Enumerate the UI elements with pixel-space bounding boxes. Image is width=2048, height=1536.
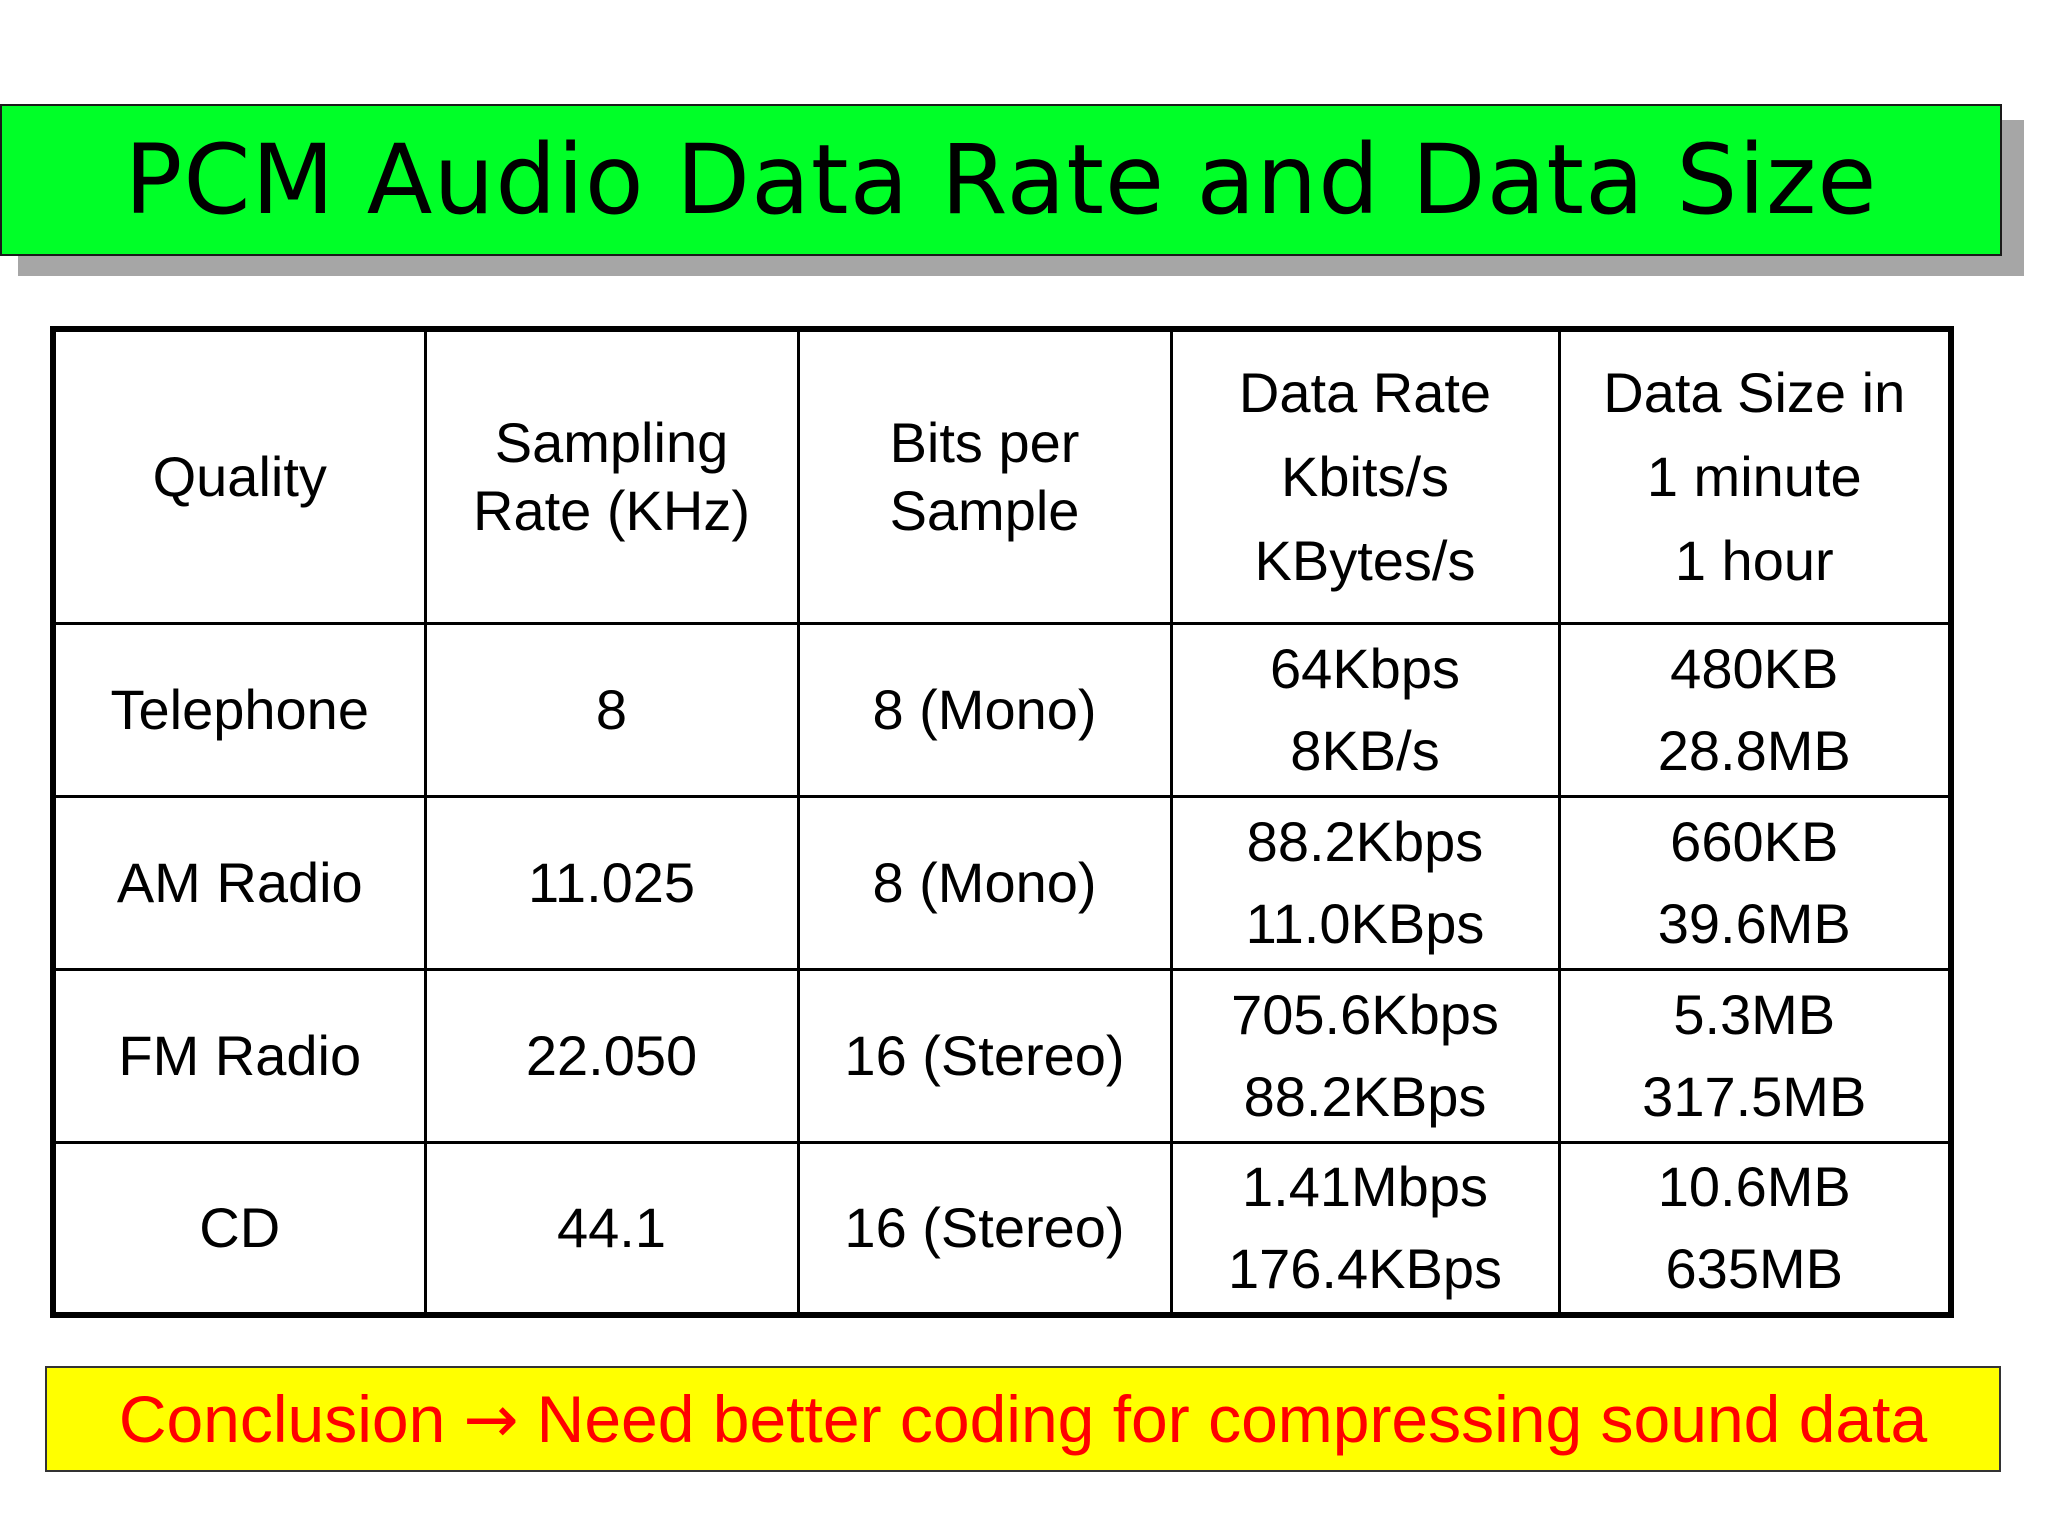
header-sampling-rate: Sampling Rate (KHz): [423, 327, 800, 625]
header-data-rate: Data Rate Kbits/s KBytes/s: [1169, 327, 1561, 625]
cell-size-hour: 317.5MB: [1642, 1064, 1867, 1128]
cell-bits: 16 (Stereo): [796, 1140, 1173, 1317]
header-bits-line2: Sample: [889, 478, 1080, 542]
cell-quality: AM Radio: [51, 794, 427, 971]
cell-rate-kbytes: 88.2KBps: [1243, 1064, 1487, 1128]
cell-size-hour: 635MB: [1665, 1236, 1843, 1300]
table-row-telephone: Telephone 8 8 (Mono) 64Kbps 8KB/s 480KB …: [51, 621, 1953, 798]
cell-rate-kbytes: 11.0KBps: [1245, 891, 1485, 955]
cell-rate-kbits: 88.2Kbps: [1246, 809, 1484, 873]
header-quality: Quality: [51, 327, 427, 625]
cell-bits: 8 (Mono): [796, 621, 1173, 798]
header-rate-line2: Kbits/s: [1280, 444, 1450, 508]
cell-quality: CD: [51, 1140, 427, 1317]
cell-rate-kbits: 705.6Kbps: [1231, 982, 1499, 1046]
header-quality-label: Quality: [152, 444, 327, 508]
cell-size-hour: 39.6MB: [1657, 891, 1851, 955]
cell-data-rate: 64Kbps 8KB/s: [1169, 621, 1561, 798]
title-banner: PCM Audio Data Rate and Data Size: [0, 104, 2002, 256]
cell-data-size: 480KB 28.8MB: [1557, 621, 1953, 798]
header-data-size: Data Size in 1 minute 1 hour: [1557, 327, 1953, 625]
cell-sampling: 11.025: [423, 794, 800, 971]
cell-data-size: 660KB 39.6MB: [1557, 794, 1953, 971]
cell-sampling: 22.050: [423, 967, 800, 1144]
header-bits-line1: Bits per: [889, 410, 1080, 474]
cell-size-minute: 480KB: [1670, 636, 1839, 700]
cell-rate-kbytes: 8KB/s: [1290, 718, 1440, 782]
conclusion-label: Conclusion: [118, 1381, 446, 1456]
cell-rate-kbits: 64Kbps: [1270, 636, 1460, 700]
cell-sampling: 44.1: [423, 1140, 800, 1317]
cell-data-rate: 705.6Kbps 88.2KBps: [1169, 967, 1561, 1144]
cell-size-hour: 28.8MB: [1657, 718, 1851, 782]
header-size-line2: 1 minute: [1646, 444, 1862, 508]
conclusion-line: Conclusion → Need better coding for compre…: [119, 1381, 1927, 1458]
cell-rate-kbits: 1.41Mbps: [1242, 1154, 1488, 1218]
cell-size-minute: 5.3MB: [1673, 982, 1836, 1046]
cell-size-minute: 660KB: [1670, 809, 1839, 873]
cell-quality: Telephone: [51, 621, 427, 798]
header-sampling-line1: Sampling: [494, 410, 729, 474]
cell-quality: FM Radio: [51, 967, 427, 1144]
slide-title: PCM Audio Data Rate and Data Size: [124, 124, 1878, 236]
header-size-line3: 1 hour: [1674, 528, 1834, 592]
cell-rate-kbytes: 176.4KBps: [1228, 1236, 1502, 1300]
cell-data-rate: 88.2Kbps 11.0KBps: [1169, 794, 1561, 971]
cell-size-minute: 10.6MB: [1657, 1154, 1851, 1218]
header-rate-line1: Data Rate: [1238, 360, 1492, 424]
cell-bits: 16 (Stereo): [796, 967, 1173, 1144]
table-header-row: Quality Sampling Rate (KHz) Bits per Sam…: [51, 327, 1953, 625]
cell-sampling: 8: [423, 621, 800, 798]
cell-data-size: 5.3MB 317.5MB: [1557, 967, 1953, 1144]
table-row-fm-radio: FM Radio 22.050 16 (Stereo) 705.6Kbps 88…: [51, 967, 1953, 1144]
table-row-am-radio: AM Radio 11.025 8 (Mono) 88.2Kbps 11.0KB…: [51, 794, 1953, 971]
conclusion-statement: Need better coding for compressing sound…: [536, 1381, 1928, 1456]
header-rate-line3: KBytes/s: [1254, 528, 1476, 592]
header-size-line1: Data Size in: [1603, 360, 1906, 424]
conclusion-box: Conclusion → Need better coding for compre…: [45, 1366, 2001, 1472]
table-row-cd: CD 44.1 16 (Stereo) 1.41Mbps 176.4KBps 1…: [51, 1140, 1953, 1317]
cell-bits: 8 (Mono): [796, 794, 1173, 971]
right-arrow-icon: →: [463, 1380, 519, 1458]
header-sampling-line2: Rate (KHz): [473, 478, 750, 542]
pcm-data-table: Quality Sampling Rate (KHz) Bits per Sam…: [50, 326, 1954, 1318]
cell-data-size: 10.6MB 635MB: [1557, 1140, 1953, 1317]
cell-data-rate: 1.41Mbps 176.4KBps: [1169, 1140, 1561, 1317]
header-bits-per-sample: Bits per Sample: [796, 327, 1173, 625]
